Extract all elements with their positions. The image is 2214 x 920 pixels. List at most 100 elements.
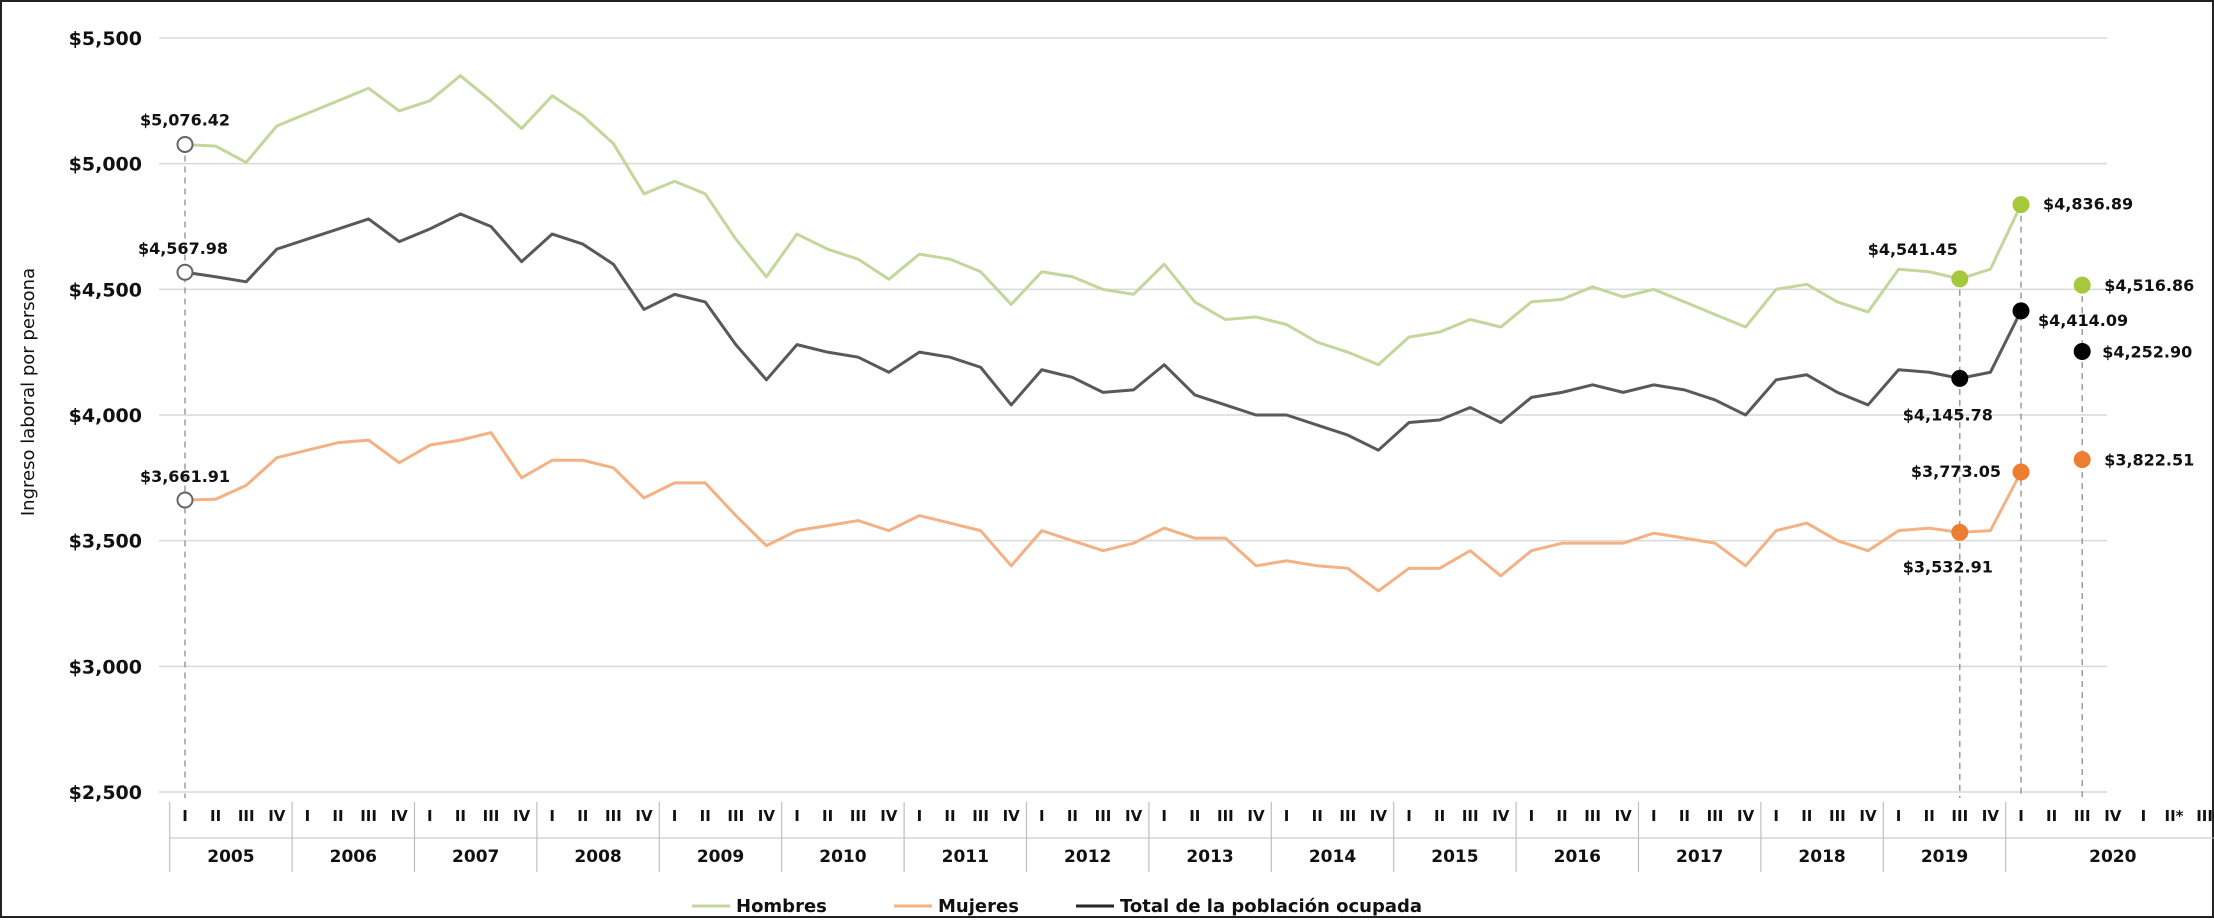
quarter-tick-label: II* [2164,807,2183,825]
quarter-tick-label: I [1284,807,1290,825]
quarter-tick-label: IV [1615,807,1633,825]
data-marker [2012,302,2030,320]
quarter-tick-label: III [605,807,622,825]
quarter-tick-label: I [2018,807,2024,825]
quarter-tick-label: IV [1492,807,1510,825]
quarter-tick-label: IV [1247,807,1265,825]
quarter-tick-label: III [238,807,255,825]
year-label: 2009 [697,847,744,867]
quarter-tick-label: III [1829,807,1846,825]
data-label: $4,836.89 [2043,195,2133,214]
quarter-tick-label: IV [1370,807,1388,825]
y-tick-label: $4,000 [69,405,142,427]
quarter-tick-label: III [2074,807,2091,825]
quarter-tick-label: IV [635,807,653,825]
quarter-tick-label: II [1924,807,1935,825]
quarter-tick-label: IV [758,807,776,825]
year-label: 2017 [1676,847,1723,867]
quarter-tick-label: III [1951,807,1968,825]
legend-label-hombres: Hombres [736,896,827,917]
quarter-tick-label: I [1406,807,1412,825]
quarter-tick-label: IV [391,807,409,825]
series-line-total [184,212,2023,452]
year-label: 2020 [2089,847,2136,867]
quarter-tick-label: I [1773,807,1779,825]
quarter-tick-label: IV [1003,807,1021,825]
quarter-tick-label: IV [880,807,898,825]
quarter-tick-label: I [182,807,188,825]
quarter-tick-label: I [1161,807,1167,825]
quarter-tick-label: II [1556,807,1567,825]
quarter-tick-label: I [672,807,678,825]
series-lines [184,74,2023,593]
quarter-tick-label: III [727,807,744,825]
year-label: 2011 [942,847,989,867]
x-axis: I II III IV I II III IV I II III IV I II III IV I II III IV… [169,802,2214,872]
legend: Hombres Mujeres Total de la población oc… [692,896,1422,917]
year-label: 2005 [207,847,254,867]
y-axis: $5,500 $5,000 $4,500 $4,000 $3,500 $3,000 $2,5… [69,28,142,804]
data-label: $4,541.45 [1868,240,1958,259]
quarter-tick-label: II [700,807,711,825]
year-label: 2006 [330,847,377,867]
data-label: $4,567.98 [138,239,228,258]
quarter-tick-label: II [577,807,588,825]
data-label: $4,252.90 [2102,342,2192,361]
data-markers [176,135,2091,541]
year-label: 2007 [452,847,499,867]
quarter-tick-label: IV [1737,807,1755,825]
legend-label-mujeres: Mujeres [938,896,1019,917]
quarter-tick-label: II [1312,807,1323,825]
data-label: $3,773.05 [1911,462,2001,481]
data-marker [2012,196,2030,214]
y-tick-label: $2,500 [69,782,142,804]
quarter-tick-label: III [1462,807,1479,825]
quarter-tick-label: IV [1982,807,2000,825]
quarter-tick-label: II [1679,807,1690,825]
y-axis-label: Ingreso laboral por persona [18,268,39,516]
grid-lines [159,37,2107,793]
quarter-tick-label: II [210,807,221,825]
year-label: 2018 [1798,847,1845,867]
quarter-tick-label: III [850,807,867,825]
series-line-mujeres [184,431,2023,593]
data-marker [1951,523,1969,541]
quarter-tick-label: III [1095,807,1112,825]
dashed-guides [184,144,2083,798]
quarter-tick-label: II [1067,807,1078,825]
quarter-tick-label: II [1434,807,1445,825]
quarter-tick-label: I [2141,807,2147,825]
quarter-tick-label: IV [268,807,286,825]
data-label: $4,516.86 [2104,276,2194,295]
quarter-tick-label: III [972,807,989,825]
data-label: $3,822.51 [2104,451,2194,470]
data-marker [176,263,194,281]
quarter-tick-label: III [1707,807,1724,825]
y-tick-label: $5,500 [69,28,142,50]
year-label: 2015 [1431,847,1478,867]
quarter-tick-label: II [2046,807,2057,825]
data-label: $3,532.91 [1903,557,1993,576]
data-marker [2073,342,2091,360]
quarter-tick-label: III [1339,807,1356,825]
quarter-tick-label: I [1651,807,1657,825]
data-marker [2073,276,2091,294]
quarter-tick-label: I [794,807,800,825]
quarter-tick-label: IV [2104,807,2122,825]
data-marker [1951,369,1969,387]
quarter-tick-label: I [1039,807,1045,825]
quarter-tick-label: IV [1125,807,1143,825]
series-line-hombres [184,74,2023,367]
quarter-tick-label: II [455,807,466,825]
quarter-tick-label: I [305,807,311,825]
quarter-tick-label: II [822,807,833,825]
quarter-tick-label: I [1529,807,1535,825]
data-marker [176,135,194,153]
data-label: $3,661.91 [140,467,230,486]
y-tick-label: $3,500 [69,531,142,553]
data-marker [2012,463,2030,481]
data-label: $4,145.78 [1903,405,1993,424]
year-label: 2008 [574,847,621,867]
quarter-tick-label: I [427,807,433,825]
